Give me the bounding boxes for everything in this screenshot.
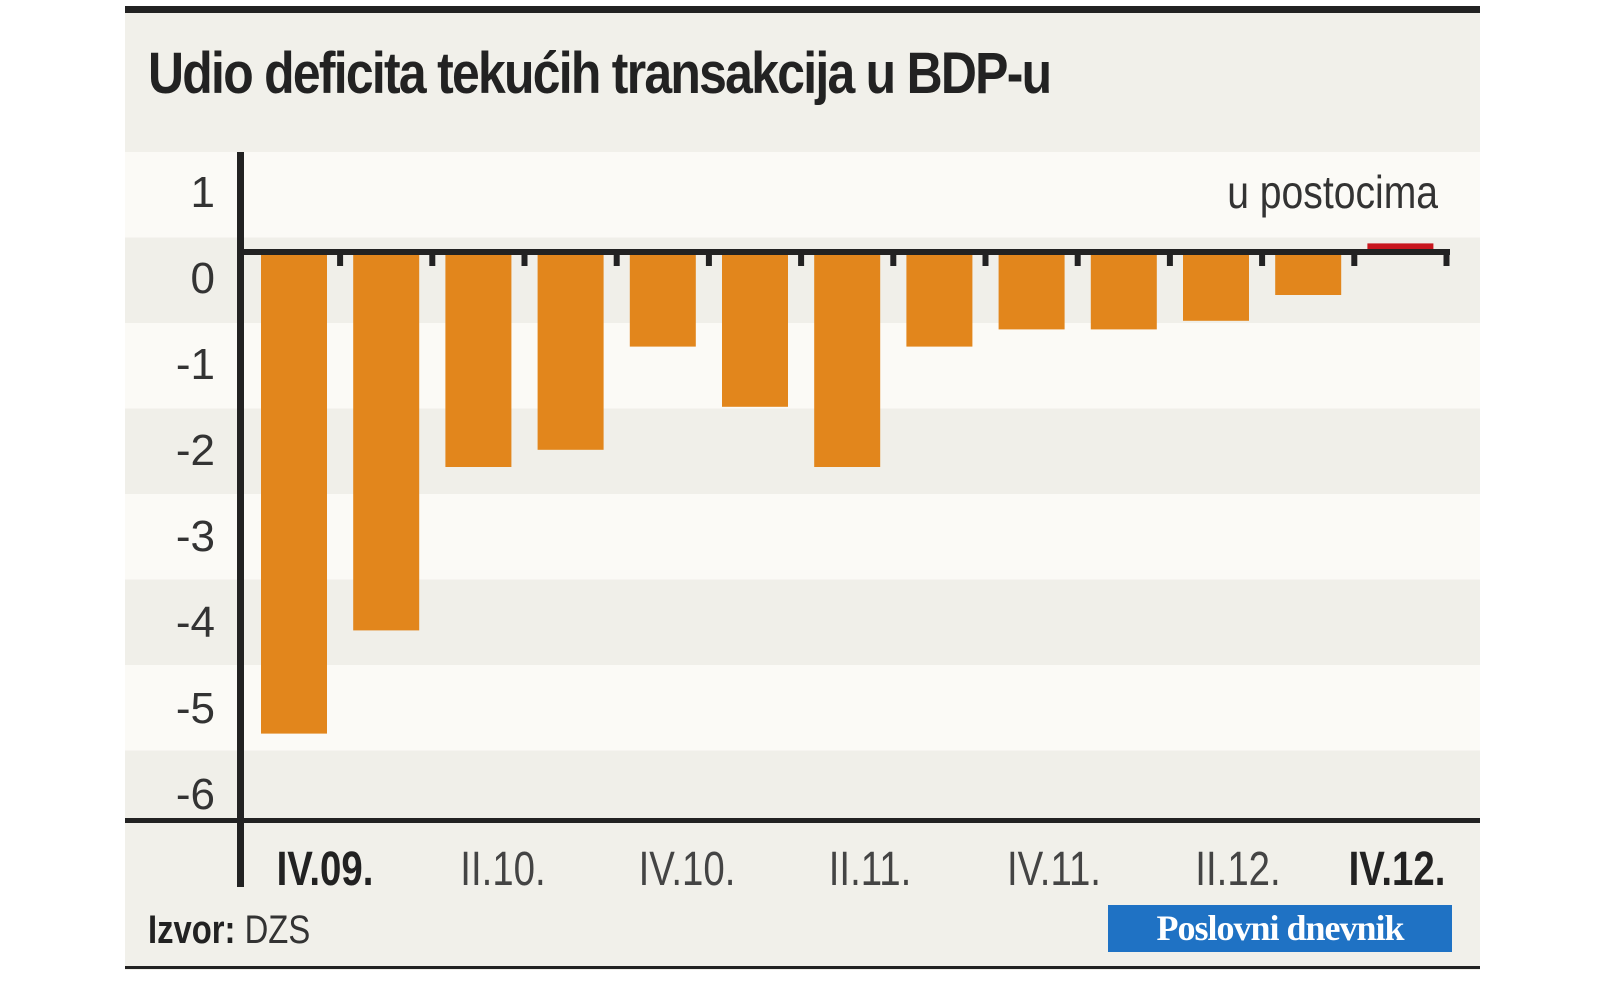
bar-II.11.	[814, 252, 881, 467]
unit-label: u postocima	[1227, 166, 1438, 218]
bar-IV.11.	[998, 252, 1065, 330]
x-tick	[1166, 252, 1173, 266]
top-rule	[125, 6, 1480, 13]
x-tick	[1443, 252, 1450, 266]
bar-I.11.	[722, 252, 788, 407]
y-tick-label: -5	[176, 684, 215, 733]
background-band	[125, 152, 1480, 238]
bar-I.12.	[1090, 252, 1157, 330]
x-axis-line	[125, 818, 1480, 823]
x-tick	[337, 252, 344, 266]
x-tick	[705, 252, 712, 266]
bar-IV.12.	[1367, 243, 1434, 252]
y-tick-label: -6	[176, 770, 215, 819]
x-tick-label: IV.10.	[638, 843, 735, 896]
zero-line	[240, 249, 1450, 255]
chart-title: Udio deficita tekućih transakcija u BDP-…	[148, 41, 1052, 106]
x-tick-label: IV.12.	[1348, 843, 1446, 896]
background-band	[125, 408, 1480, 494]
x-tick	[890, 252, 897, 266]
x-tick	[521, 252, 528, 266]
x-tick	[1351, 252, 1358, 266]
y-tick-label: -3	[176, 512, 215, 561]
x-tick	[1259, 252, 1266, 266]
x-tick-label: II.10.	[460, 843, 546, 896]
bar-III.10.	[537, 252, 604, 450]
source-value: DZS	[244, 908, 311, 952]
background-band	[125, 665, 1480, 751]
y-tick-label: -4	[176, 598, 215, 647]
x-tick	[429, 252, 436, 266]
source-note: Izvor: DZS	[148, 908, 310, 953]
y-tick-label: -2	[176, 426, 215, 475]
y-axis	[237, 152, 244, 887]
background-band	[125, 323, 1480, 409]
bar-III.12.	[1275, 252, 1342, 295]
x-tick	[798, 252, 805, 266]
background-band	[125, 494, 1480, 580]
x-tick	[1074, 252, 1081, 266]
x-tick-label: IV.11.	[1007, 843, 1102, 896]
x-tick	[613, 252, 620, 266]
bar-II.12.	[1183, 252, 1249, 321]
bar-II.10.	[445, 252, 512, 467]
publisher-logo: Poslovni dnevnik	[1108, 905, 1452, 952]
y-tick-label: 0	[191, 254, 215, 303]
bar-I.10.	[353, 252, 420, 631]
source-label: Izvor:	[148, 908, 236, 952]
bar-III.11.	[906, 252, 973, 347]
x-tick	[982, 252, 989, 266]
x-tick-label: II.12.	[1195, 843, 1281, 896]
background-band	[125, 750, 1480, 820]
bar-IV.09.	[261, 252, 327, 734]
bottom-rule	[125, 966, 1480, 969]
background-band	[125, 579, 1480, 665]
x-tick-label: IV.09.	[276, 843, 374, 896]
x-tick-label: II.11.	[829, 843, 912, 896]
y-tick-label: 1	[191, 168, 215, 217]
y-tick-label: -1	[176, 340, 215, 389]
bar-IV.10.	[629, 252, 696, 347]
